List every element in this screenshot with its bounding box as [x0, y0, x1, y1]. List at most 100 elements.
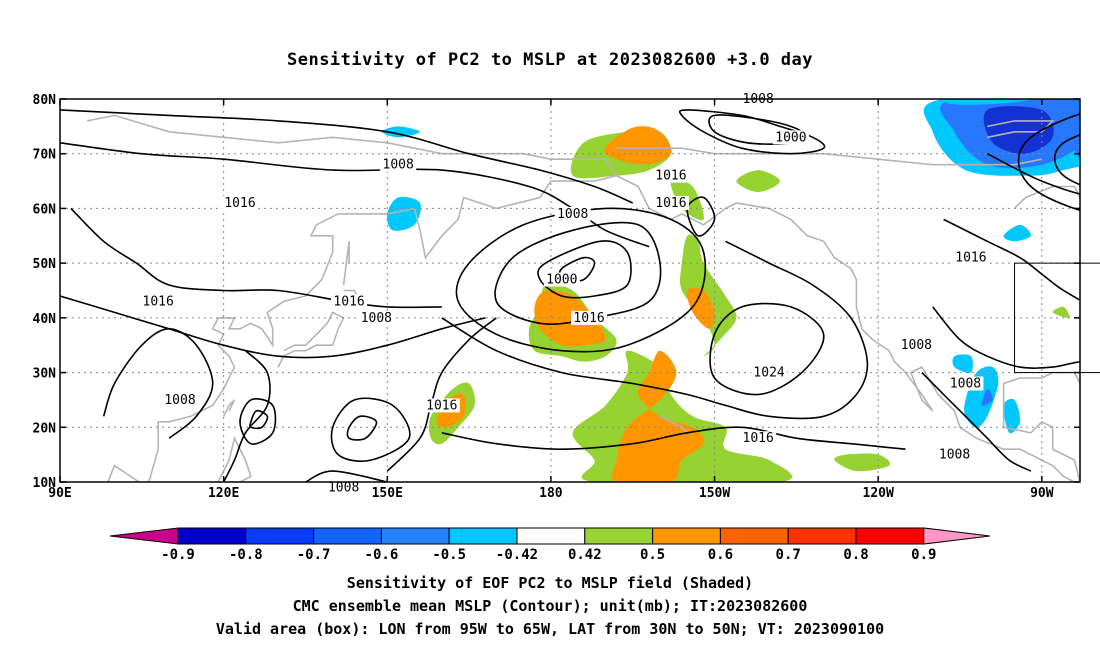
shading-patch-11 — [611, 350, 704, 482]
colorbar-label-0: -0.9 — [161, 547, 195, 563]
isobar-15 — [1053, 134, 1080, 186]
coastline-1 — [616, 174, 1075, 482]
contour-label-2: 1008 — [383, 158, 414, 173]
colorbar-label-7: 0.5 — [640, 547, 665, 563]
contour-label-17: 1024 — [753, 366, 784, 381]
colorbar-swatch-3 — [380, 527, 450, 545]
contour-label-20: 1016 — [426, 398, 457, 413]
isobar-29 — [305, 470, 388, 482]
colorbar-high-triangle — [923, 527, 991, 545]
isobar-11 — [709, 302, 825, 396]
shading-patch-23 — [1003, 398, 1021, 434]
colorbar-label-11: 0.9 — [911, 547, 936, 563]
lat-tick-label: 60N — [33, 202, 57, 217]
contour-label-13: 1016 — [333, 294, 364, 309]
isobar-27 — [386, 317, 497, 472]
isobar-7 — [537, 240, 632, 299]
colorbar-low-triangle — [109, 527, 179, 545]
contour-label-11: 1000 — [546, 273, 577, 288]
colorbar-label-9: 0.7 — [776, 547, 801, 563]
lat-tick-label: 30N — [33, 367, 57, 382]
lat-tick-label: 40N — [33, 312, 57, 327]
colorbar-swatch-9 — [787, 527, 857, 545]
contour-label-12: 1016 — [143, 294, 174, 309]
colorbar-label-8: 0.6 — [708, 547, 733, 563]
isobar-17 — [943, 218, 1080, 301]
colorbar-swatch-10 — [855, 527, 925, 545]
colorbar-swatch-7 — [652, 527, 721, 545]
isobar-28 — [441, 426, 906, 451]
shading-patch-9 — [1079, 323, 1080, 327]
lat-tick-label: 20N — [33, 421, 57, 436]
shading-patch-14 — [604, 126, 672, 165]
sensitivity-shading — [381, 99, 1080, 482]
footer-line-1: Sensitivity of EOF PC2 to MSLP field (Sh… — [346, 574, 754, 592]
lon-tick-label: 90W — [1030, 486, 1054, 501]
colorbar-label-6: 0.42 — [568, 547, 602, 563]
colorbar-label-5: -0.42 — [496, 547, 538, 563]
isobar-21 — [222, 350, 271, 482]
isobar-13 — [986, 152, 1080, 195]
shading-patch-5 — [736, 170, 780, 192]
lon-tick-label: 150W — [699, 486, 730, 501]
isobar-22 — [249, 409, 269, 430]
shading-patch-2 — [679, 234, 737, 357]
coastline-3 — [1013, 185, 1080, 209]
coastline-13 — [342, 241, 350, 286]
plot-frame — [59, 98, 1081, 483]
coastline-10 — [1096, 411, 1100, 427]
contour-label-1: 1000 — [775, 130, 806, 145]
colorbar-label-10: 0.8 — [843, 547, 868, 563]
lon-tick-label: 180 — [539, 486, 563, 501]
colorbar-label-2: -0.7 — [297, 547, 331, 563]
lon-tick-label: 120E — [208, 486, 239, 501]
contour-label-21: 1016 — [743, 431, 774, 446]
colorbar-swatch-5 — [516, 527, 586, 545]
colorbar-swatch-2 — [313, 527, 382, 545]
colorbar-swatch-0 — [177, 527, 247, 545]
colorbar-swatch-8 — [719, 527, 789, 545]
isobar-23 — [239, 398, 277, 445]
isobar-20 — [921, 372, 1032, 472]
isobar-24 — [346, 415, 378, 441]
isobar-8 — [494, 221, 662, 325]
colorbar-label-3: -0.6 — [365, 547, 399, 563]
footer-line-2: CMC ensemble mean MSLP (Contour); unit(m… — [292, 597, 808, 615]
shading-patch-25 — [1003, 224, 1031, 242]
coastline-2 — [1002, 371, 1080, 482]
isobar-12 — [686, 196, 716, 237]
contour-label-18: 1008 — [950, 377, 981, 392]
shading-patch-26 — [387, 196, 421, 231]
contour-label-15: 1016 — [573, 311, 604, 326]
colorbar: -0.9 -0.8 -0.7 -0.6 -0.5 -0.42 0.42 0.5 0.6 0.7 0.… — [109, 527, 991, 563]
shading-patch-28 — [937, 99, 1031, 105]
shading-patch-19 — [1073, 142, 1080, 160]
coastline-8 — [217, 435, 252, 482]
valid-area-box — [1014, 262, 1100, 374]
coastline-9 — [659, 415, 688, 434]
coastline-15 — [987, 120, 1055, 139]
isobar-4 — [678, 109, 826, 155]
contour-label-5: 1016 — [224, 196, 255, 211]
lat-tick-label: 50N — [33, 257, 57, 272]
isobar-26 — [102, 327, 214, 439]
colorbar-label-1: -0.8 — [229, 547, 263, 563]
contour-label-23: 1008 — [328, 480, 359, 495]
contour-label-16: 1008 — [901, 338, 932, 353]
isobar-25 — [330, 397, 411, 462]
lat-tick-label: 80N — [33, 93, 57, 108]
shading-patch-10 — [1052, 306, 1070, 319]
isobar-0 — [60, 109, 634, 204]
lat-tick-label: 10N — [33, 476, 57, 491]
isobar-18 — [932, 306, 1080, 369]
isobar-2 — [70, 207, 442, 309]
contour-label-19: 1008 — [164, 393, 195, 408]
contour-label-6: 1008 — [557, 207, 588, 222]
isobar-3 — [60, 295, 486, 359]
isobar-14 — [1095, 137, 1100, 181]
shading-patch-27 — [381, 126, 420, 138]
contour-label-3: 1016 — [655, 169, 686, 184]
isobar-16 — [1017, 113, 1080, 212]
